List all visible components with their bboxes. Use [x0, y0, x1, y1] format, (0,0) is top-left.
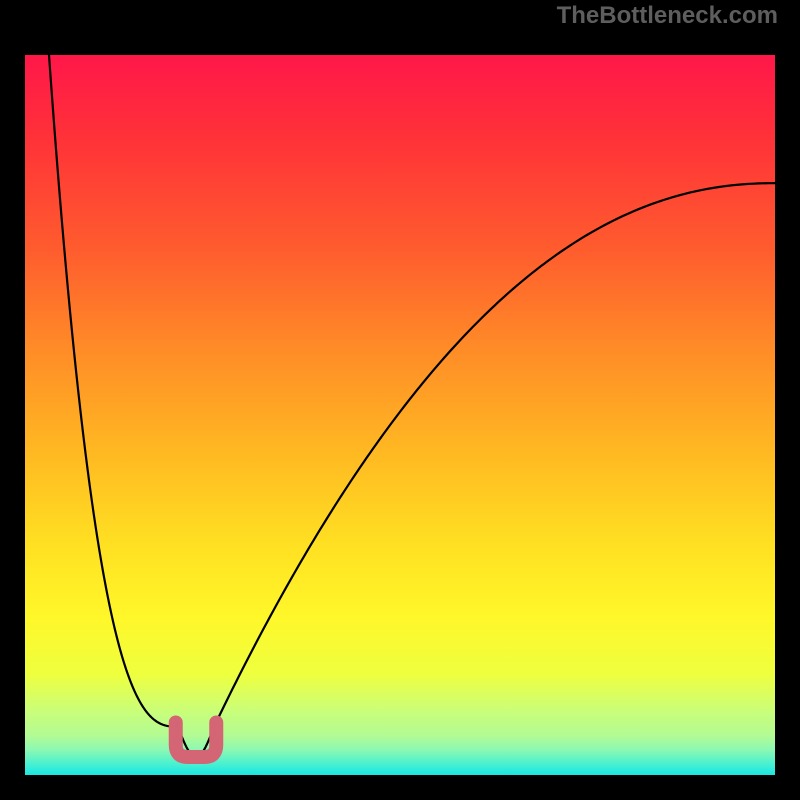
watermark-text: TheBottleneck.com [557, 2, 778, 30]
chart-svg-layer [25, 55, 775, 775]
chart-plot-area [25, 55, 775, 775]
minimum-marker [176, 722, 217, 757]
bottleneck-curve [49, 55, 775, 757]
